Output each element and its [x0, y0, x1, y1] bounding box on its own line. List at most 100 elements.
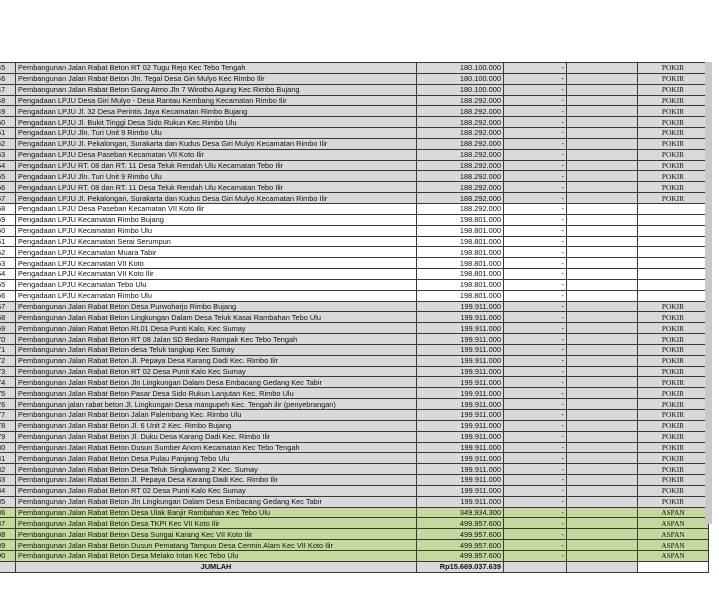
source-cell: ASPAN	[637, 539, 709, 551]
empty-cell-cell	[566, 474, 638, 486]
empty-cell-cell	[566, 452, 638, 465]
value-cell: 188.292.000	[416, 116, 504, 129]
table-row: 53Pengadaan LPJU Desa Paseban Kecamatan …	[0, 148, 709, 161]
dash-cell-cell: -	[503, 170, 567, 183]
value-cell: 199.911.000	[416, 452, 504, 465]
empty-cell-cell	[566, 365, 638, 378]
description-cell: Pengadaan LPJU Jl. Bukit Tinggi Desa Sid…	[15, 116, 417, 129]
empty-cell-cell	[566, 398, 638, 410]
source-cell: POKIR	[637, 83, 709, 96]
row-number-cell: 56	[0, 181, 16, 194]
value-cell: 180.100.000	[416, 72, 504, 85]
value-cell: 199.911.000	[416, 387, 504, 400]
row-number-cell: 81	[0, 452, 16, 465]
source-cell: POKIR	[637, 387, 709, 400]
source-cell	[637, 257, 709, 270]
row-number-cell: 78	[0, 419, 16, 432]
empty-cell-cell	[566, 246, 638, 259]
value-cell: 499.957.600	[416, 549, 504, 562]
description-cell: Pengadaan LPJU Kecamatan Rimbo Ulu	[15, 224, 417, 237]
empty-cell-cell	[566, 213, 638, 226]
source-cell: POKIR	[637, 409, 709, 421]
scrollbar[interactable]	[705, 62, 712, 524]
description-cell: Pengadaan LPJU Kecamatan Serai Serumpun	[15, 235, 417, 248]
source-cell: ASPAN	[637, 506, 709, 519]
value-cell: 199.911.000	[416, 376, 504, 389]
row-number-cell: 76	[0, 398, 16, 410]
value-cell: 180.100.000	[416, 62, 504, 74]
table-row: 68Pembangunan Jalan Rabat Beton Lingkung…	[0, 311, 709, 324]
source-cell: POKIR	[637, 127, 709, 139]
row-number-cell: 45	[0, 62, 16, 74]
description-cell: Pembangunan Jalan Rabat Beton Dusun Sumb…	[15, 441, 417, 454]
value-cell: 199.911.000	[416, 311, 504, 324]
empty-cell-cell	[566, 202, 638, 215]
source-cell: ASPAN	[637, 517, 709, 530]
description-cell: Pembangunan Jalan Rabat Beton Desa Pulau…	[15, 452, 417, 465]
value-cell: 199.911.000	[416, 409, 504, 421]
empty-cell-cell	[566, 549, 638, 562]
description-cell: Pembangunan Jalan Rabat Beton Desa Ulak …	[15, 506, 417, 519]
dash-cell-cell: -	[503, 289, 567, 302]
table-row: 50Pengadaan LPJU Jl. Bukit Tinggi Desa S…	[0, 116, 709, 129]
source-cell: POKIR	[637, 94, 709, 107]
empty-cell-cell	[566, 62, 638, 74]
source-cell	[637, 224, 709, 237]
row-number-cell: 53	[0, 148, 16, 161]
empty-cell-cell	[566, 148, 638, 161]
row-number-cell: 89	[0, 539, 16, 551]
row-number-cell: 52	[0, 137, 16, 150]
row-number-cell: 73	[0, 365, 16, 378]
dash-cell-cell: -	[503, 235, 567, 248]
empty-cell-cell	[566, 72, 638, 85]
table-row: 59Pengadaan LPJU Kecamatan Rimbo Bujang1…	[0, 213, 709, 226]
empty-cell-cell	[566, 105, 638, 118]
value-cell: 188.292.000	[416, 137, 504, 150]
description-cell: Pengadaan LPJU Desa Paseban Kecamatan VI…	[15, 202, 417, 215]
row-number-cell: 83	[0, 474, 16, 486]
table-row: 86Pembangunan Jalan Rabat Beton Desa Ula…	[0, 506, 709, 519]
value-cell: 198.801.000	[416, 224, 504, 237]
empty-cell-cell	[566, 528, 638, 541]
source-cell: POKIR	[637, 463, 709, 476]
description-cell: Pengadaan LPJU Kecamatan VII Koto	[15, 257, 417, 270]
value-cell: 199.911.000	[416, 474, 504, 486]
source-cell: POKIR	[637, 311, 709, 324]
empty-cell-cell	[566, 289, 638, 302]
value-cell: 199.911.000	[416, 430, 504, 443]
table-row: 78Pembangunan Jalan Rabat Beton Jl. 6 Un…	[0, 419, 709, 432]
row-number-cell: 77	[0, 409, 16, 421]
empty-cell-cell	[566, 311, 638, 324]
description-cell: Pengadaan LPJU Jl. Pekalongan, Surakarta…	[15, 192, 417, 204]
dash-cell-cell: -	[503, 333, 567, 345]
source-cell: POKIR	[637, 322, 709, 335]
dash-cell-cell: -	[503, 148, 567, 161]
source-cell	[637, 202, 709, 215]
dash-cell-cell: -	[503, 419, 567, 432]
value-cell: 188.292.000	[416, 170, 504, 183]
empty-cell-cell	[566, 430, 638, 443]
row-number-cell: 87	[0, 517, 16, 530]
row-number-cell: 67	[0, 300, 16, 313]
empty-cell-cell	[566, 137, 638, 150]
value-cell: 199.911.000	[416, 495, 504, 508]
table-row: 49Pengadaan LPJU Jl. 32 Desa Perintis Ja…	[0, 105, 709, 118]
source-cell: POKIR	[637, 354, 709, 367]
row-number-cell: 47	[0, 83, 16, 96]
total-no-cell	[0, 560, 16, 573]
value-cell: 199.911.000	[416, 333, 504, 345]
table-row: 81Pembangunan Jalan Rabat Beton Desa Pul…	[0, 452, 709, 465]
source-cell: POKIR	[637, 72, 709, 85]
total-empty-cell	[566, 560, 638, 573]
empty-cell-cell	[566, 257, 638, 270]
table-row: 73Pembangunan Jalan Rabat Beton RT 02 De…	[0, 365, 709, 378]
dash-cell-cell: -	[503, 213, 567, 226]
source-cell	[637, 235, 709, 248]
table-row: 62Pengadaan LPJU Kecamatan Muara Tabir19…	[0, 246, 709, 259]
description-cell: Pembangunan Jalan Rabat Beton Jln Lingku…	[15, 495, 417, 508]
table-row: 70Pembangunan Jalan Rabat Beton RT 08 Ja…	[0, 333, 709, 345]
description-cell: Pembangunan Jalan Rabat Beton Desa TKPI …	[15, 517, 417, 530]
source-cell: POKIR	[637, 192, 709, 204]
value-cell: 188.292.000	[416, 159, 504, 172]
row-number-cell: 86	[0, 506, 16, 519]
